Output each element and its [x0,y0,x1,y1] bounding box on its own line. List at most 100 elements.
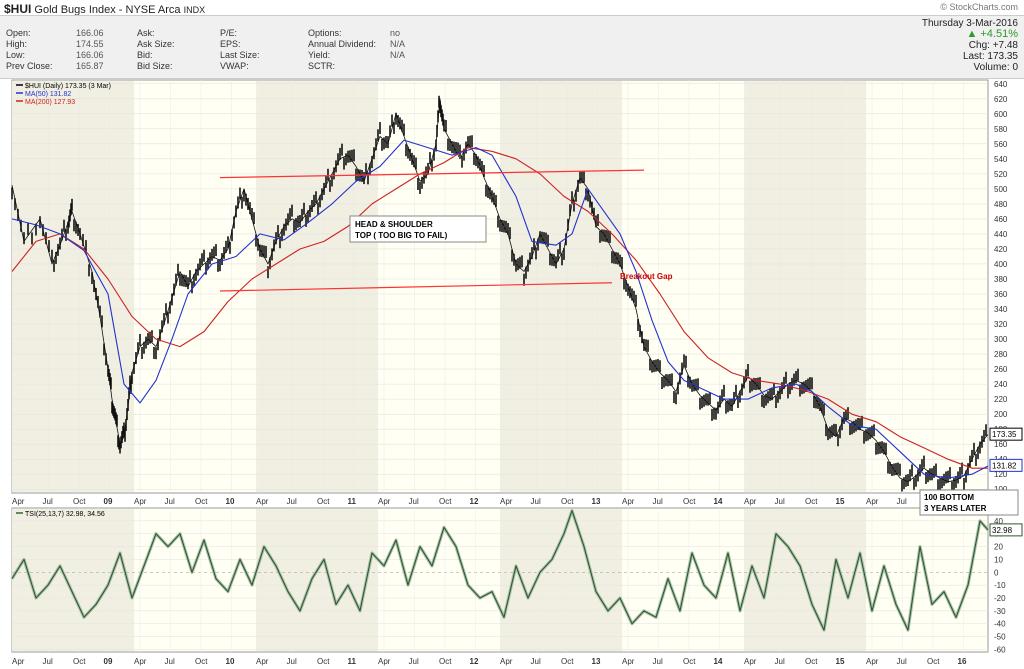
chg-row: Chg: +7.48 [922,40,1018,51]
volume-value: 0 [1012,62,1018,73]
bottom-annotation-text2: 3 YEARS LATER [924,504,987,513]
tsi-x-tick-label: Oct [805,657,818,666]
chg-value: +7.48 [992,40,1018,51]
tsi-x-tick-label: 12 [470,657,479,666]
year-band [500,81,531,492]
y-tick-label: 220 [994,395,1008,404]
year-band [256,81,287,492]
tsi-x-tick-label: Jul [897,657,907,666]
quote-label: Last Size: [220,50,260,60]
x-tick-label: Oct [439,497,452,506]
quote-label: Ask: [137,28,155,38]
x-tick-label: 11 [348,497,357,506]
last-value: 173.35 [987,51,1018,62]
ma50-line [11,139,989,479]
hs-annotation-text: HEAD & SHOULDER [355,220,433,229]
year-band [103,81,134,492]
bottom-annotation-box [919,489,1019,516]
chart-title: $HUI Gold Bugs Index - NYSE Arca INDX [4,2,205,16]
x-tick-label: Jul [775,497,785,506]
year-band [12,509,43,651]
x-tick-label: Jul [897,497,907,506]
price-line [11,98,989,483]
quote-date: Thursday 3-Mar-2016 [921,18,1018,29]
change-percent: ▲ +4.51% [966,28,1018,40]
tsi-x-tick-label: Apr [866,657,879,666]
x-tick-label: Apr [12,497,25,506]
year-band [805,509,836,651]
y-tick-label: 300 [994,335,1008,344]
tsi-x-tick-label: 10 [226,657,235,666]
tsi-x-tick-label: Oct [317,657,330,666]
quote-label: SCTR: [308,61,335,71]
quote-value: 166.06 [76,28,104,38]
quote-label: Bid: [137,50,153,60]
y-tick-label: 360 [994,290,1008,299]
tsi-y-tick-label: -40 [994,620,1006,629]
y-tick-label: 500 [994,185,1008,194]
stockcharts-stamp: © StockCharts.com [940,2,1018,12]
y-tick-label: 620 [994,95,1008,104]
year-band [835,509,866,651]
x-tick-label: Jul [531,497,541,506]
y-tick-label: 560 [994,140,1008,149]
trendline [219,169,645,179]
y-tick-label: 440 [994,230,1008,239]
volume-label: Volume: [973,62,1010,73]
tsi-x-tick-label: Apr [622,657,635,666]
y-tick-label: 400 [994,260,1008,269]
chg-label: Chg: [968,40,990,51]
quote-label: Prev Close: [6,61,53,71]
x-tick-label: Oct [561,497,574,506]
ma200-line [11,147,988,469]
quote-label: Annual Dividend: [308,39,377,49]
legend-label: $HUI (Daily) 173.35 (3 Mar) [25,83,111,90]
y-tick-label: 420 [994,245,1008,254]
x-tick-label: Apr [500,497,513,506]
y-tick-label: 480 [994,200,1008,209]
tsi-x-tick-label: Oct [561,657,574,666]
x-tick-label: 13 [592,497,601,506]
quote-label: Bid Size: [137,61,173,71]
x-tick-label: Apr [134,497,147,506]
y-tick-label: 280 [994,350,1008,359]
y-tick-label: 580 [994,125,1008,134]
tsi-x-tick-label: Apr [134,657,147,666]
y-tick-label: 340 [994,305,1008,314]
x-tick-label: Jul [43,497,53,506]
y-tick-label: 380 [994,275,1008,284]
year-band [347,509,378,651]
year-band [347,81,378,492]
tsi-x-tick-label: Oct [683,657,696,666]
x-tick-label: Jul [409,497,419,506]
quote-value: 165.87 [76,61,104,71]
tsi-x-tick-label: Oct [439,657,452,666]
quote-label: VWAP: [220,61,249,71]
tsi-x-tick-label: 11 [348,657,357,666]
trendline [219,282,613,292]
tsi-line [11,510,989,631]
x-tick-label: 12 [470,497,479,506]
year-band [530,81,561,492]
tsi-x-tick-label: Jul [43,657,53,666]
legend-label: MA(200) 127.93 [25,99,75,106]
x-tick-label: 15 [836,497,845,506]
y-tick-label: 200 [994,410,1008,419]
quote-label: Options: [308,28,342,38]
tsi-y-tick-label: -20 [994,594,1006,603]
y-tick-label: 460 [994,215,1008,224]
year-band [42,509,73,651]
quote-value: 174.55 [76,39,104,49]
tsi-y-tick-label: 10 [994,555,1003,564]
x-tick-label: Jul [653,497,663,506]
year-band [591,509,622,651]
quote-value: no [390,28,401,38]
quote-value: N/A [390,39,406,49]
tsi-x-tick-label: 09 [104,657,113,666]
y-tick-label: 120 [994,470,1008,479]
x-tick-label: 09 [104,497,113,506]
year-band [103,509,134,651]
tsi-x-tick-label: 13 [592,657,601,666]
y-tick-label: 240 [994,380,1008,389]
